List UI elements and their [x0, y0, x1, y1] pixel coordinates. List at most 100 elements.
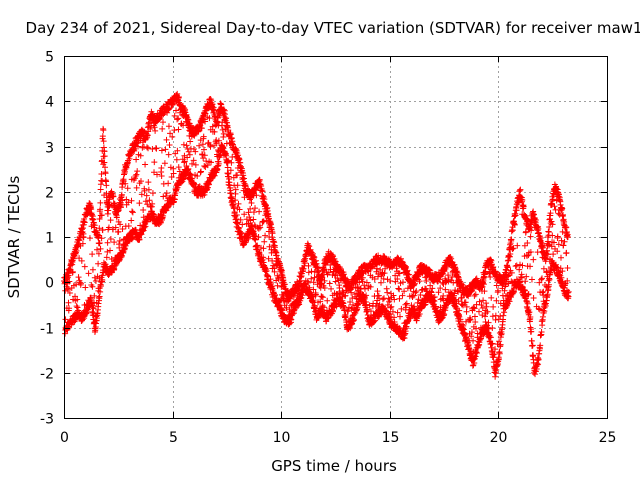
- data-point: [240, 172, 247, 179]
- data-point: [228, 135, 235, 142]
- data-point: [156, 115, 163, 122]
- data-point: [200, 146, 207, 153]
- data-point: [241, 211, 248, 218]
- data-point: [247, 205, 254, 212]
- data-point: [89, 266, 96, 273]
- data-point: [261, 238, 268, 245]
- x-tick-label: 20: [490, 430, 508, 446]
- data-point: [271, 291, 278, 298]
- data-point: [165, 123, 172, 130]
- data-point: [133, 184, 140, 191]
- data-point: [202, 110, 209, 117]
- data-point: [86, 200, 93, 207]
- data-point: [247, 217, 254, 224]
- data-point: [209, 101, 216, 108]
- data-point: [242, 183, 249, 190]
- data-point: [87, 294, 94, 301]
- data-point: [97, 186, 104, 193]
- data-point: [232, 197, 239, 204]
- data-point: [158, 173, 165, 180]
- data-point: [73, 247, 80, 254]
- data-point: [204, 162, 211, 169]
- data-point: [233, 146, 240, 153]
- data-point: [186, 151, 193, 158]
- data-point: [168, 174, 175, 181]
- data-point: [246, 214, 253, 221]
- data-point: [117, 221, 124, 228]
- data-point: [74, 296, 81, 303]
- data-point: [111, 239, 118, 246]
- data-point: [98, 171, 105, 178]
- data-point: [119, 226, 126, 233]
- data-point: [208, 159, 215, 166]
- data-point: [183, 113, 190, 120]
- data-point: [146, 197, 153, 204]
- data-point: [237, 216, 244, 223]
- data-point: [163, 190, 170, 197]
- data-point: [215, 160, 222, 167]
- data-point: [96, 240, 103, 247]
- data-point: [149, 190, 156, 197]
- data-point: [192, 148, 199, 155]
- data-point: [223, 115, 230, 122]
- data-point: [209, 123, 216, 130]
- data-point: [198, 125, 205, 132]
- data-point: [103, 182, 110, 189]
- data-point: [110, 193, 117, 200]
- data-point: [106, 201, 113, 208]
- data-point: [94, 246, 101, 253]
- data-point: [133, 171, 140, 178]
- data-point: [97, 288, 104, 295]
- data-point: [239, 221, 246, 228]
- data-point: [101, 153, 108, 160]
- x-tick-label: 0: [60, 430, 69, 446]
- data-point: [118, 191, 125, 198]
- data-point: [141, 187, 148, 194]
- data-point: [62, 316, 69, 323]
- data-point: [105, 201, 112, 208]
- data-point: [219, 126, 226, 133]
- data-point: [96, 293, 103, 300]
- data-point: [241, 175, 248, 182]
- data-point: [99, 227, 106, 234]
- data-point: [182, 172, 189, 179]
- grid: [64, 56, 607, 418]
- data-point: [174, 116, 181, 123]
- data-point: [78, 257, 85, 264]
- data-point: [178, 179, 185, 186]
- data-point: [255, 233, 262, 240]
- data-point: [149, 200, 156, 207]
- data-point: [173, 156, 180, 163]
- data-point: [97, 199, 104, 206]
- data-point: [65, 324, 72, 331]
- y-tick-label: 0: [45, 276, 54, 292]
- data-point: [201, 152, 208, 159]
- data-point: [257, 181, 264, 188]
- data-point: [145, 179, 152, 186]
- data-point: [190, 157, 197, 164]
- data-point: [171, 127, 178, 134]
- data-point: [86, 235, 93, 242]
- y-axis-title: SDTVAR / TECUs: [5, 175, 23, 298]
- data-point: [151, 159, 158, 166]
- data-point: [98, 212, 105, 219]
- data-point: [192, 161, 199, 168]
- data-point: [150, 211, 157, 218]
- data-point: [262, 232, 269, 239]
- data-point: [66, 305, 73, 312]
- data-point: [91, 292, 98, 299]
- data-point: [166, 142, 173, 149]
- data-point: [199, 141, 206, 148]
- data-point: [167, 130, 174, 137]
- data-point: [250, 216, 257, 223]
- data-point: [236, 206, 243, 213]
- data-point: [206, 115, 213, 122]
- data-point: [115, 228, 122, 235]
- data-point: [259, 188, 266, 195]
- data-point: [260, 245, 267, 252]
- data-point: [89, 283, 96, 290]
- x-tick-label: 25: [599, 430, 617, 446]
- data-point: [256, 249, 263, 256]
- data-point: [200, 133, 207, 140]
- data-point: [163, 136, 170, 143]
